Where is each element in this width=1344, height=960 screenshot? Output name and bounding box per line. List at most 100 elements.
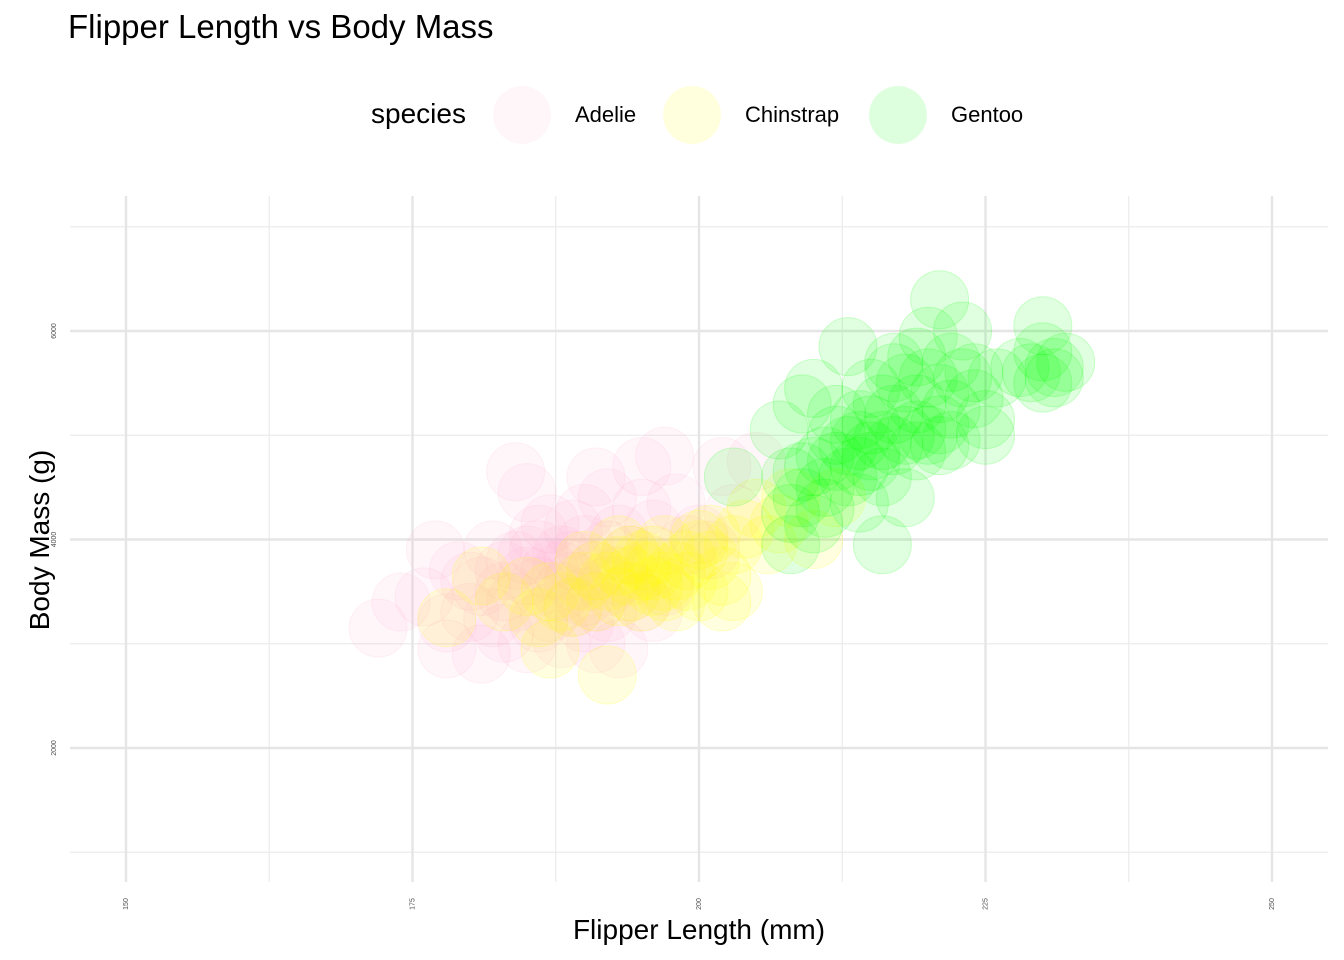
data-point-chinstrap xyxy=(417,588,477,648)
data-point-gentoo xyxy=(841,421,901,481)
data-point-gentoo xyxy=(967,348,1027,408)
data-point-chinstrap xyxy=(474,572,534,632)
data-point-gentoo xyxy=(829,473,889,533)
data-point-adelie xyxy=(703,483,763,543)
data-point-gentoo xyxy=(841,395,901,455)
legend-label-gentoo: Gentoo xyxy=(951,102,1024,127)
data-point-adelie xyxy=(417,593,477,653)
data-point-adelie xyxy=(612,437,672,497)
x-tick-label: 175 xyxy=(410,898,417,910)
y-tick-label: 4000 xyxy=(51,532,58,548)
data-point-gentoo xyxy=(852,374,912,434)
data-point-gentoo xyxy=(1013,353,1073,413)
data-point-gentoo xyxy=(818,317,878,377)
data-point-adelie xyxy=(566,614,626,674)
data-point-adelie xyxy=(566,541,626,601)
data-point-adelie xyxy=(474,562,534,622)
data-point-gentoo xyxy=(956,405,1015,465)
data-point-gentoo xyxy=(761,515,821,575)
data-point-adelie xyxy=(726,431,786,491)
data-point-chinstrap xyxy=(623,556,683,616)
data-point-gentoo xyxy=(910,270,970,330)
data-point-chinstrap xyxy=(726,478,786,538)
chart-title: Flipper Length vs Body Mass xyxy=(68,8,494,45)
data-point-chinstrap xyxy=(600,525,660,585)
data-point-gentoo xyxy=(841,358,901,418)
data-point-chinstrap xyxy=(509,588,569,648)
data-point-adelie xyxy=(417,619,477,679)
data-point-chinstrap xyxy=(566,572,626,632)
data-point-gentoo xyxy=(875,468,935,528)
data-point-chinstrap xyxy=(589,536,649,596)
data-point-gentoo xyxy=(1024,348,1084,408)
data-point-adelie xyxy=(589,546,649,606)
data-point-adelie xyxy=(669,504,729,564)
data-point-adelie xyxy=(577,582,637,642)
data-point-adelie xyxy=(600,562,660,622)
data-point-adelie xyxy=(589,619,649,679)
data-point-chinstrap xyxy=(531,572,591,632)
data-point-chinstrap xyxy=(600,546,660,606)
data-point-chinstrap xyxy=(749,494,809,554)
data-point-gentoo xyxy=(749,400,809,460)
data-point-gentoo xyxy=(784,437,844,497)
x-tick-label: 225 xyxy=(983,898,990,910)
data-point-chinstrap xyxy=(589,515,649,575)
data-point-chinstrap xyxy=(680,530,740,590)
data-point-adelie xyxy=(566,447,626,507)
data-point-chinstrap xyxy=(635,515,695,575)
data-point-gentoo xyxy=(875,405,935,465)
data-point-chinstrap xyxy=(761,468,821,528)
data-point-adelie xyxy=(451,556,511,616)
data-point-gentoo xyxy=(761,447,821,507)
data-point-gentoo xyxy=(784,358,844,418)
data-point-gentoo xyxy=(1001,343,1061,403)
data-point-gentoo xyxy=(898,306,958,366)
data-point-chinstrap xyxy=(635,551,695,611)
data-point-gentoo xyxy=(910,364,970,424)
data-point-adelie xyxy=(577,520,637,580)
data-point-adelie xyxy=(554,483,614,543)
data-point-gentoo xyxy=(807,384,867,444)
x-axis-label: Flipper Length (mm) xyxy=(572,914,826,945)
data-point-adelie xyxy=(543,551,603,611)
data-point-adelie xyxy=(623,499,683,559)
data-point-chinstrap xyxy=(635,562,695,622)
data-point-gentoo xyxy=(864,416,924,476)
data-point-adelie xyxy=(554,515,614,575)
data-point-chinstrap xyxy=(623,525,683,585)
data-point-gentoo xyxy=(875,353,935,413)
data-point-gentoo xyxy=(864,343,924,403)
data-point-adelie xyxy=(531,609,591,669)
data-point-gentoo xyxy=(921,379,981,439)
data-point-adelie xyxy=(520,494,580,554)
data-point-chinstrap xyxy=(566,541,626,601)
data-point-adelie xyxy=(474,541,534,601)
data-point-adelie xyxy=(543,530,603,590)
data-point-adelie xyxy=(440,582,500,642)
data-point-adelie xyxy=(566,572,626,632)
data-point-adelie xyxy=(497,525,557,585)
data-point-gentoo xyxy=(898,405,958,465)
data-point-chinstrap xyxy=(807,468,867,528)
y-tick-label: 2000 xyxy=(51,740,58,756)
data-point-gentoo xyxy=(887,400,947,460)
data-point-adelie xyxy=(509,556,569,616)
legend-key-adelie xyxy=(493,86,551,144)
data-point-chinstrap xyxy=(646,541,706,601)
data-point-gentoo xyxy=(864,332,924,392)
legend-label-adelie: Adelie xyxy=(575,102,637,127)
data-point-gentoo xyxy=(1036,332,1096,392)
data-point-chinstrap xyxy=(658,551,718,611)
data-point-adelie xyxy=(486,572,546,632)
data-point-chinstrap xyxy=(738,515,798,575)
data-point-adelie xyxy=(520,582,580,642)
data-point-gentoo xyxy=(910,395,970,455)
data-point-adelie xyxy=(692,437,752,497)
data-point-chinstrap xyxy=(554,551,614,611)
data-point-gentoo xyxy=(864,384,924,444)
data-point-gentoo xyxy=(1024,337,1084,397)
data-point-adelie xyxy=(531,541,591,601)
data-point-adelie xyxy=(589,504,649,564)
